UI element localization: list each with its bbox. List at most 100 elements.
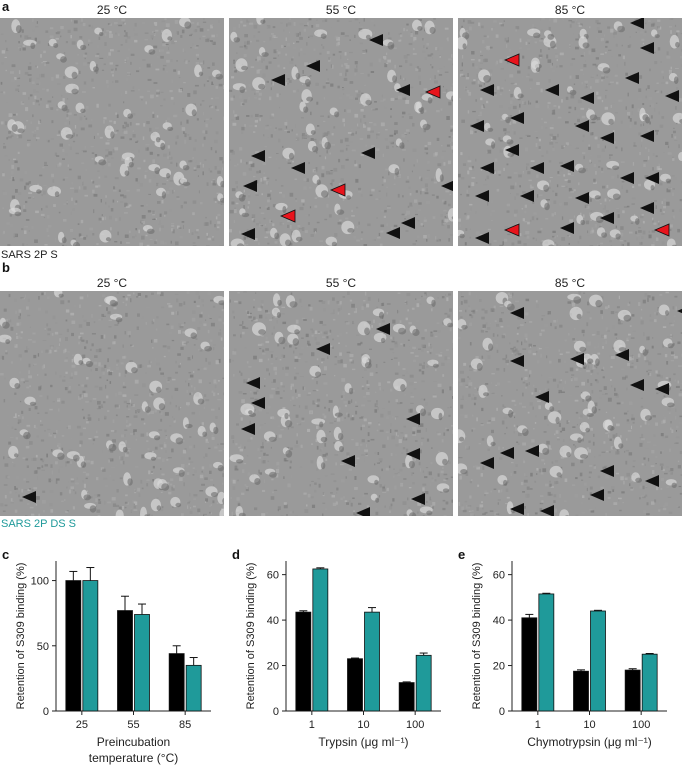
noise-grain (269, 96, 272, 101)
noise-grain (294, 32, 298, 36)
noise-grain (526, 166, 528, 170)
noise-grain (102, 315, 106, 317)
noise-grain (203, 18, 205, 21)
noise-grain (449, 386, 452, 391)
noise-grain (638, 75, 643, 79)
noise-grain (332, 318, 336, 321)
noise-grain (71, 372, 73, 377)
noise-grain (602, 208, 606, 210)
noise-grain (389, 506, 393, 510)
noise-grain (546, 54, 549, 59)
noise-grain (115, 67, 117, 71)
noise-grain (114, 328, 117, 333)
noise-grain (80, 332, 84, 335)
noise-grain (133, 503, 135, 506)
noise-grain (448, 136, 451, 138)
noise-grain (273, 366, 277, 371)
noise-grain (363, 418, 367, 422)
noise-grain (306, 394, 311, 397)
particle-shadow (57, 452, 65, 460)
noise-grain (536, 174, 539, 178)
particle-shadow (241, 212, 250, 218)
noise-grain (403, 414, 408, 418)
noise-grain (345, 128, 349, 132)
noise-grain (305, 59, 309, 63)
noise-grain (204, 159, 207, 161)
noise-grain (282, 194, 286, 198)
noise-grain (417, 235, 420, 238)
noise-grain (675, 86, 679, 91)
noise-grain (123, 400, 127, 404)
noise-grain (481, 25, 484, 29)
noise-grain (175, 30, 178, 34)
noise-grain (379, 387, 381, 391)
noise-grain (468, 167, 473, 170)
noise-grain (146, 63, 151, 68)
noise-grain (244, 41, 248, 45)
noise-grain (198, 511, 200, 515)
noise-grain (115, 32, 117, 35)
noise-grain (364, 492, 368, 495)
noise-grain (71, 320, 76, 324)
noise-grain (541, 29, 543, 33)
noise-grain (657, 19, 661, 22)
noise-grain (547, 104, 549, 109)
particle-shadow (392, 75, 398, 83)
noise-grain (130, 53, 135, 56)
noise-grain (84, 145, 86, 149)
noise-grain (421, 380, 425, 383)
noise-grain (344, 63, 348, 66)
noise-grain (549, 180, 551, 183)
noise-grain (82, 23, 86, 27)
noise-grain (369, 348, 372, 350)
noise-grain (361, 404, 366, 407)
noise-grain (552, 136, 557, 140)
noise-grain (538, 146, 541, 149)
noise-grain (10, 326, 14, 331)
noise-grain (521, 38, 523, 41)
noise-grain (183, 482, 185, 487)
noise-grain (180, 513, 184, 516)
noise-grain (341, 64, 343, 67)
noise-grain (311, 352, 315, 357)
noise-grain (326, 150, 328, 154)
noise-grain (341, 417, 344, 422)
noise-grain (187, 505, 189, 509)
noise-grain (132, 134, 136, 138)
noise-grain (470, 128, 473, 131)
noise-grain (196, 25, 201, 28)
noise-grain (583, 214, 585, 218)
noise-grain (334, 363, 337, 366)
noise-grain (666, 93, 668, 96)
noise-grain (561, 99, 563, 103)
noise-grain (8, 159, 10, 161)
noise-grain (276, 93, 279, 98)
noise-grain (579, 235, 582, 240)
noise-grain (123, 460, 125, 465)
noise-grain (206, 80, 210, 82)
noise-grain (567, 235, 569, 237)
noise-grain (482, 66, 487, 70)
noise-grain (338, 183, 342, 186)
noise-grain (31, 458, 33, 461)
noise-grain (451, 54, 453, 58)
noise-grain (287, 78, 290, 80)
noise-grain (152, 347, 154, 349)
noise-grain (92, 233, 95, 236)
noise-grain (402, 374, 405, 377)
noise-grain (14, 486, 16, 490)
noise-grain (57, 468, 60, 473)
noise-grain (431, 447, 433, 449)
noise-grain (1, 326, 4, 329)
noise-grain (81, 408, 84, 411)
noise-grain (167, 145, 170, 149)
noise-grain (436, 195, 439, 199)
particle-shadow (671, 244, 677, 246)
noise-grain (113, 307, 117, 310)
noise-grain (82, 181, 84, 186)
noise-grain (160, 292, 164, 297)
noise-grain (139, 364, 143, 368)
noise-grain (502, 61, 506, 64)
noise-grain (368, 422, 372, 425)
noise-grain (186, 341, 189, 343)
